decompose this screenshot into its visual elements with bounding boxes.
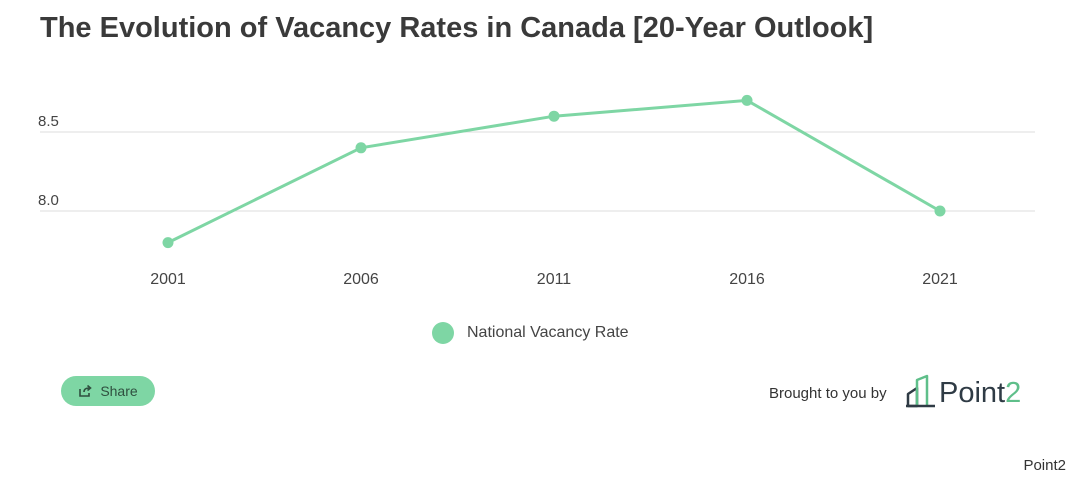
brought-to-you-text: Brought to you by xyxy=(769,385,887,402)
chart-title: The Evolution of Vacancy Rates in Canada… xyxy=(40,12,874,44)
logo-name-suffix: 2 xyxy=(1005,377,1022,409)
y-axis-ticks: 8.0 8.5 xyxy=(38,113,59,209)
data-point[interactable] xyxy=(741,94,753,106)
legend-label: National Vacancy Rate xyxy=(467,324,629,341)
chart-grid xyxy=(40,131,1035,212)
x-tick-label: 2011 xyxy=(537,271,572,288)
y-tick-label: 8.5 xyxy=(38,113,59,130)
series-line xyxy=(167,98,941,244)
x-tick-label: 2021 xyxy=(922,271,958,288)
data-point[interactable] xyxy=(355,142,367,154)
x-axis-ticks: 2001 2006 2011 2016 2021 xyxy=(150,271,958,288)
y-tick-label: 8.0 xyxy=(38,192,59,209)
legend-swatch xyxy=(432,322,454,344)
line-chart: 8.0 8.5 2001 2006 2011 2016 2021 xyxy=(38,94,1035,288)
chart-series xyxy=(162,94,946,249)
x-tick-label: 2006 xyxy=(343,271,379,288)
share-button[interactable]: Share xyxy=(61,376,155,406)
chart-legend: National Vacancy Rate xyxy=(432,322,629,344)
share-icon xyxy=(79,384,93,397)
data-point[interactable] xyxy=(934,205,946,217)
logo-name-main: Point xyxy=(939,377,1006,409)
data-point[interactable] xyxy=(548,110,560,122)
point2-logo-icon xyxy=(906,374,935,408)
data-point[interactable] xyxy=(162,237,174,249)
image-credit: Point2 xyxy=(1023,457,1066,474)
share-label: Share xyxy=(100,383,138,399)
x-tick-label: 2016 xyxy=(729,271,765,288)
point2-logo[interactable]: Point2 xyxy=(905,374,1021,408)
point2-logo-text: Point2 xyxy=(939,378,1021,408)
x-tick-label: 2001 xyxy=(150,271,186,288)
